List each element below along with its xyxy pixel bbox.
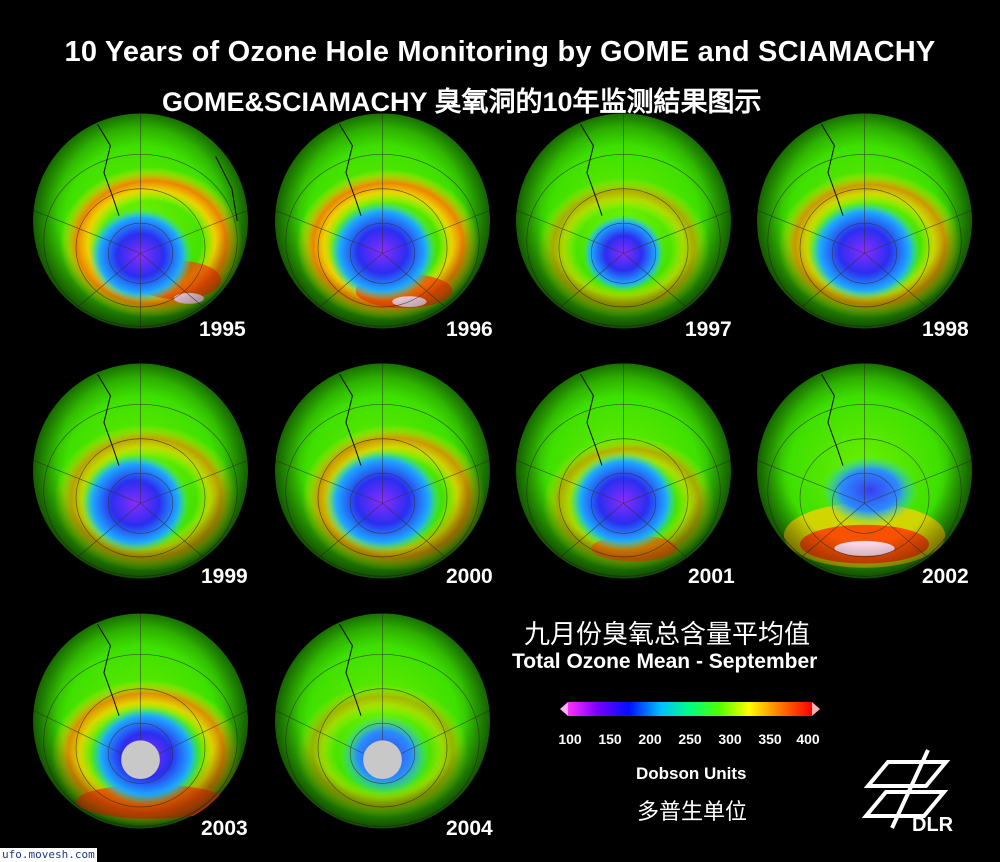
tick-label: 150 <box>598 731 622 747</box>
title-chinese: GOME&SCIAMACHY 臭氧洞的10年监测結果图示 <box>162 87 762 117</box>
colorbar-ticks: 100 150 200 250 300 350 400 <box>556 731 826 751</box>
tick-label: 300 <box>718 731 742 747</box>
globe-1996 <box>275 112 490 330</box>
globe-2000 <box>275 362 490 580</box>
globe-1997 <box>516 112 731 330</box>
tick-label: 350 <box>758 731 782 747</box>
unit-english: Dobson Units <box>636 764 747 783</box>
globe-1995 <box>33 112 248 330</box>
tick-label: 100 <box>558 731 582 747</box>
dlr-logo-icon <box>858 748 960 830</box>
year-label: 1995 <box>199 318 246 341</box>
year-label: 2004 <box>446 817 493 840</box>
colorbar <box>560 700 820 718</box>
globe-1999 <box>33 362 248 580</box>
dlr-logo-text: DLR <box>912 814 954 836</box>
unit-chinese: 多普生单位 <box>637 799 748 824</box>
globe-2002 <box>757 362 972 580</box>
year-label: 1998 <box>922 318 969 341</box>
globe-2001 <box>516 362 731 580</box>
watermark: ufo.movesh.com <box>0 848 97 862</box>
year-label: 1996 <box>446 318 493 341</box>
title-english: 10 Years of Ozone Hole Monitoring by GOM… <box>64 36 936 68</box>
tick-label: 250 <box>678 731 702 747</box>
globe-2003 <box>33 612 248 830</box>
tick-label: 200 <box>638 731 662 747</box>
year-label: 2000 <box>446 565 493 588</box>
year-label: 1999 <box>201 565 248 588</box>
globe-1998 <box>757 112 972 330</box>
globe-2004 <box>275 612 490 830</box>
legend-title-english: Total Ozone Mean - September <box>512 650 818 673</box>
year-label: 2002 <box>922 565 969 588</box>
year-label: 2001 <box>688 565 735 588</box>
legend-title-chinese: 九月份臭氧总含量平均值 <box>524 619 811 649</box>
tick-label: 400 <box>796 731 820 747</box>
year-label: 2003 <box>201 817 248 840</box>
year-label: 1997 <box>685 318 732 341</box>
